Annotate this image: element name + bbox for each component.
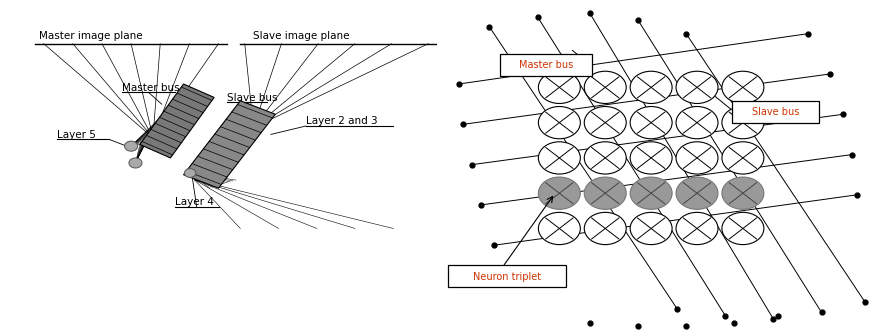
Circle shape	[630, 177, 672, 209]
Circle shape	[676, 212, 718, 245]
Circle shape	[630, 212, 672, 245]
Text: Master bus: Master bus	[519, 60, 573, 70]
Circle shape	[630, 142, 672, 174]
Circle shape	[125, 141, 138, 151]
Circle shape	[584, 71, 626, 103]
Polygon shape	[140, 84, 214, 158]
Circle shape	[584, 142, 626, 174]
Polygon shape	[184, 101, 275, 188]
Circle shape	[722, 142, 764, 174]
Circle shape	[676, 71, 718, 103]
Circle shape	[630, 71, 672, 103]
Circle shape	[630, 107, 672, 139]
Circle shape	[676, 142, 718, 174]
Circle shape	[584, 107, 626, 139]
Text: Slave bus: Slave bus	[752, 107, 800, 117]
Circle shape	[538, 142, 580, 174]
Circle shape	[184, 169, 196, 177]
Text: Slave bus: Slave bus	[227, 93, 278, 103]
Text: Master bus: Master bus	[122, 83, 180, 93]
Text: Layer 4: Layer 4	[175, 197, 213, 207]
Circle shape	[722, 71, 764, 103]
Text: Neuron triplet: Neuron triplet	[473, 271, 541, 282]
Text: Layer 5: Layer 5	[57, 130, 95, 140]
FancyBboxPatch shape	[732, 101, 820, 123]
Circle shape	[676, 107, 718, 139]
Circle shape	[722, 177, 764, 209]
Circle shape	[722, 212, 764, 245]
Circle shape	[584, 177, 626, 209]
FancyBboxPatch shape	[448, 265, 566, 287]
Circle shape	[722, 107, 764, 139]
Circle shape	[538, 177, 580, 209]
Text: Layer 2 and 3: Layer 2 and 3	[306, 116, 378, 126]
FancyBboxPatch shape	[500, 54, 593, 76]
Circle shape	[676, 177, 718, 209]
Circle shape	[538, 212, 580, 245]
Circle shape	[538, 107, 580, 139]
Text: Slave image plane: Slave image plane	[253, 31, 350, 41]
Text: Master image plane: Master image plane	[39, 31, 143, 41]
Circle shape	[538, 71, 580, 103]
Circle shape	[584, 212, 626, 245]
Circle shape	[128, 158, 142, 168]
